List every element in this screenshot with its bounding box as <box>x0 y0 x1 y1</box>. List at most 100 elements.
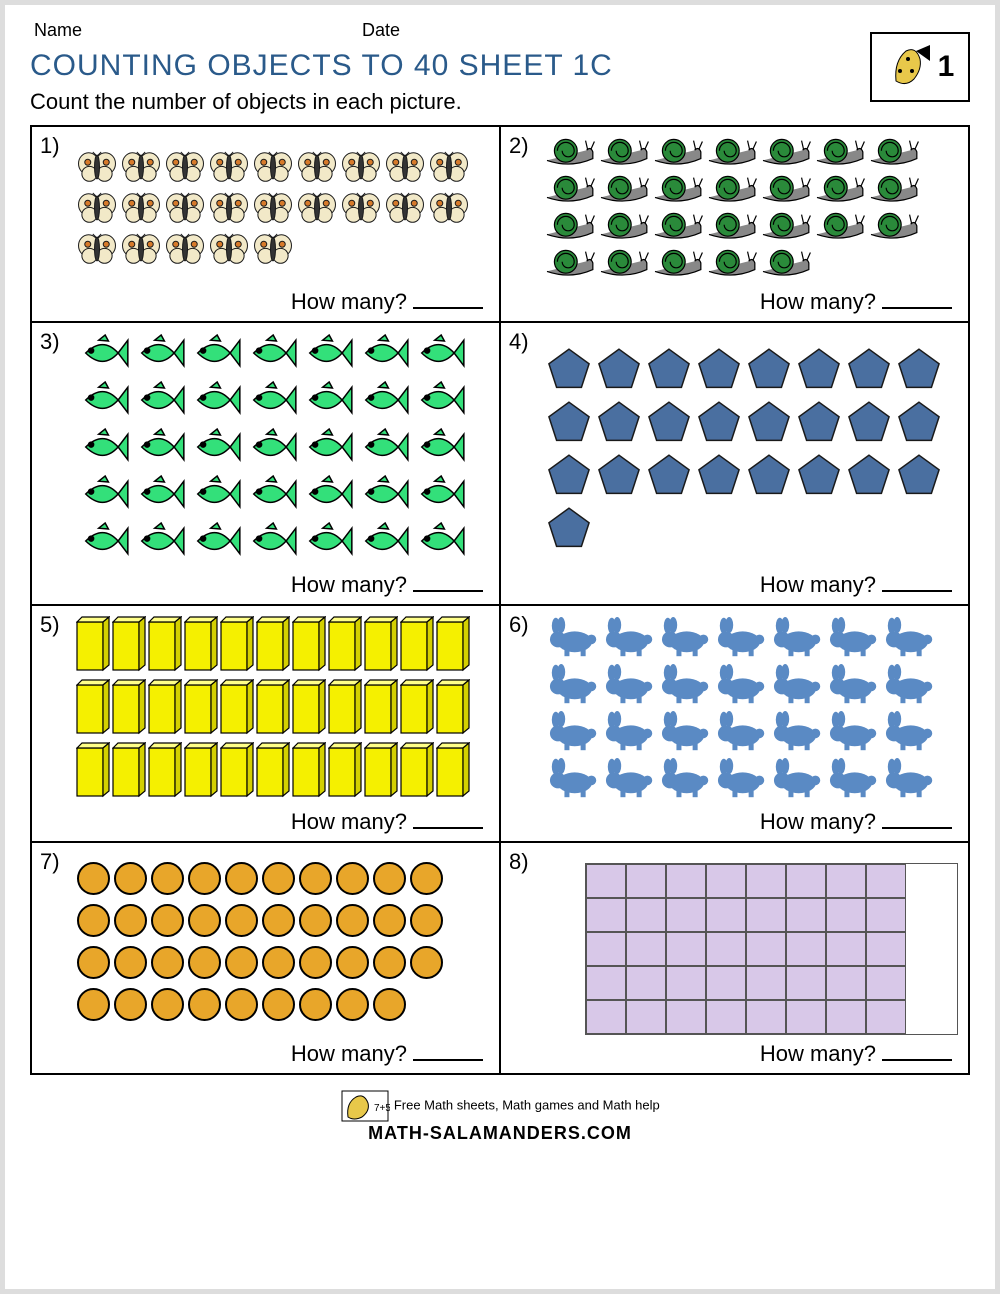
rabbit-icon <box>601 617 655 662</box>
butterfly-icon <box>296 191 338 230</box>
answer-blank[interactable] <box>882 1059 952 1061</box>
butterfly-icon <box>252 232 294 271</box>
snail-icon <box>761 174 813 209</box>
answer-blank[interactable] <box>413 307 483 309</box>
grid-square <box>746 864 786 898</box>
page-footer: 7+5 Free Math sheets, Math games and Mat… <box>30 1089 970 1144</box>
grid-square <box>786 1000 826 1034</box>
snail-icon <box>653 211 705 246</box>
fish-icon <box>76 521 130 566</box>
grid-square <box>706 966 746 1000</box>
object-row <box>545 504 958 555</box>
object-row <box>76 521 489 566</box>
how-many-prompt: How many? <box>42 289 489 315</box>
object-row <box>76 903 489 943</box>
how-many-prompt: How many? <box>511 809 958 835</box>
butterfly-icon <box>384 191 426 230</box>
objects-area <box>545 333 958 566</box>
grid-square <box>666 932 706 966</box>
snail-icon <box>761 137 813 172</box>
worksheet-page: Name Date 1 COUNTING OBJECTS TO 40 SHEET… <box>0 0 1000 1294</box>
object-row <box>545 248 958 283</box>
answer-blank[interactable] <box>413 590 483 592</box>
answer-blank[interactable] <box>882 827 952 829</box>
answer-blank[interactable] <box>882 307 952 309</box>
pentagon-icon <box>645 345 693 396</box>
grid-square <box>746 1000 786 1034</box>
rabbit-icon <box>601 664 655 709</box>
fish-icon <box>300 427 354 472</box>
footer-tagline: Free Math sheets, Math games and Math he… <box>394 1097 660 1112</box>
circle-icon <box>113 903 148 943</box>
block-icon <box>400 742 434 803</box>
block-icon <box>112 616 146 677</box>
butterfly-icon <box>428 191 470 230</box>
butterfly-icon <box>340 191 382 230</box>
butterfly-icon <box>252 150 294 189</box>
butterfly-icon <box>120 150 162 189</box>
pentagon-icon <box>545 398 593 449</box>
rabbit-icon <box>881 664 935 709</box>
rabbit-icon <box>881 711 935 756</box>
object-row <box>76 679 489 740</box>
object-row <box>545 617 958 662</box>
snail-icon <box>707 211 759 246</box>
block-icon <box>184 616 218 677</box>
butterfly-icon <box>164 150 206 189</box>
rabbit-icon <box>713 711 767 756</box>
block-icon <box>112 742 146 803</box>
grid-square <box>666 864 706 898</box>
fish-icon <box>132 427 186 472</box>
question-number: 6) <box>509 612 529 638</box>
snail-icon <box>869 211 921 246</box>
circle-icon <box>372 987 407 1027</box>
question-number: 3) <box>40 329 60 355</box>
block-icon <box>400 679 434 740</box>
block-icon <box>76 616 110 677</box>
answer-blank[interactable] <box>413 827 483 829</box>
prompt-text: How many? <box>291 572 407 597</box>
fish-icon <box>244 521 298 566</box>
butterfly-icon <box>76 191 118 230</box>
rabbit-icon <box>545 758 599 803</box>
grid-square <box>826 966 866 1000</box>
question-cell: 8)How many? <box>500 842 969 1074</box>
snail-icon <box>545 248 597 283</box>
date-label: Date <box>362 20 400 41</box>
object-row <box>76 380 489 425</box>
rabbit-icon <box>825 617 879 662</box>
answer-blank[interactable] <box>413 1059 483 1061</box>
butterfly-icon <box>428 150 470 189</box>
grid-square <box>626 966 666 1000</box>
object-row <box>545 711 958 756</box>
header-fields: Name Date <box>30 20 970 41</box>
object-row <box>545 211 958 246</box>
rabbit-icon <box>825 758 879 803</box>
footer-logo-icon: 7+5 <box>340 1097 394 1112</box>
how-many-prompt: How many? <box>42 809 489 835</box>
block-icon <box>436 616 470 677</box>
pentagon-icon <box>645 398 693 449</box>
grid-square <box>866 864 906 898</box>
question-number: 8) <box>509 849 529 875</box>
fish-icon <box>356 427 410 472</box>
rabbit-icon <box>825 711 879 756</box>
pentagon-icon <box>895 398 943 449</box>
rabbit-icon <box>545 617 599 662</box>
badge-number: 1 <box>938 50 955 84</box>
fish-icon <box>76 333 130 378</box>
block-icon <box>148 679 182 740</box>
block-icon <box>220 742 254 803</box>
grid-square <box>706 932 746 966</box>
name-label: Name <box>34 20 82 41</box>
rabbit-icon <box>657 758 711 803</box>
fish-icon <box>356 380 410 425</box>
snail-icon <box>599 174 651 209</box>
circle-icon <box>113 945 148 985</box>
question-grid: 1) <box>30 125 970 1075</box>
block-icon <box>76 679 110 740</box>
answer-blank[interactable] <box>882 590 952 592</box>
grid-square <box>866 1000 906 1034</box>
how-many-prompt: How many? <box>42 572 489 598</box>
circle-icon <box>261 945 296 985</box>
